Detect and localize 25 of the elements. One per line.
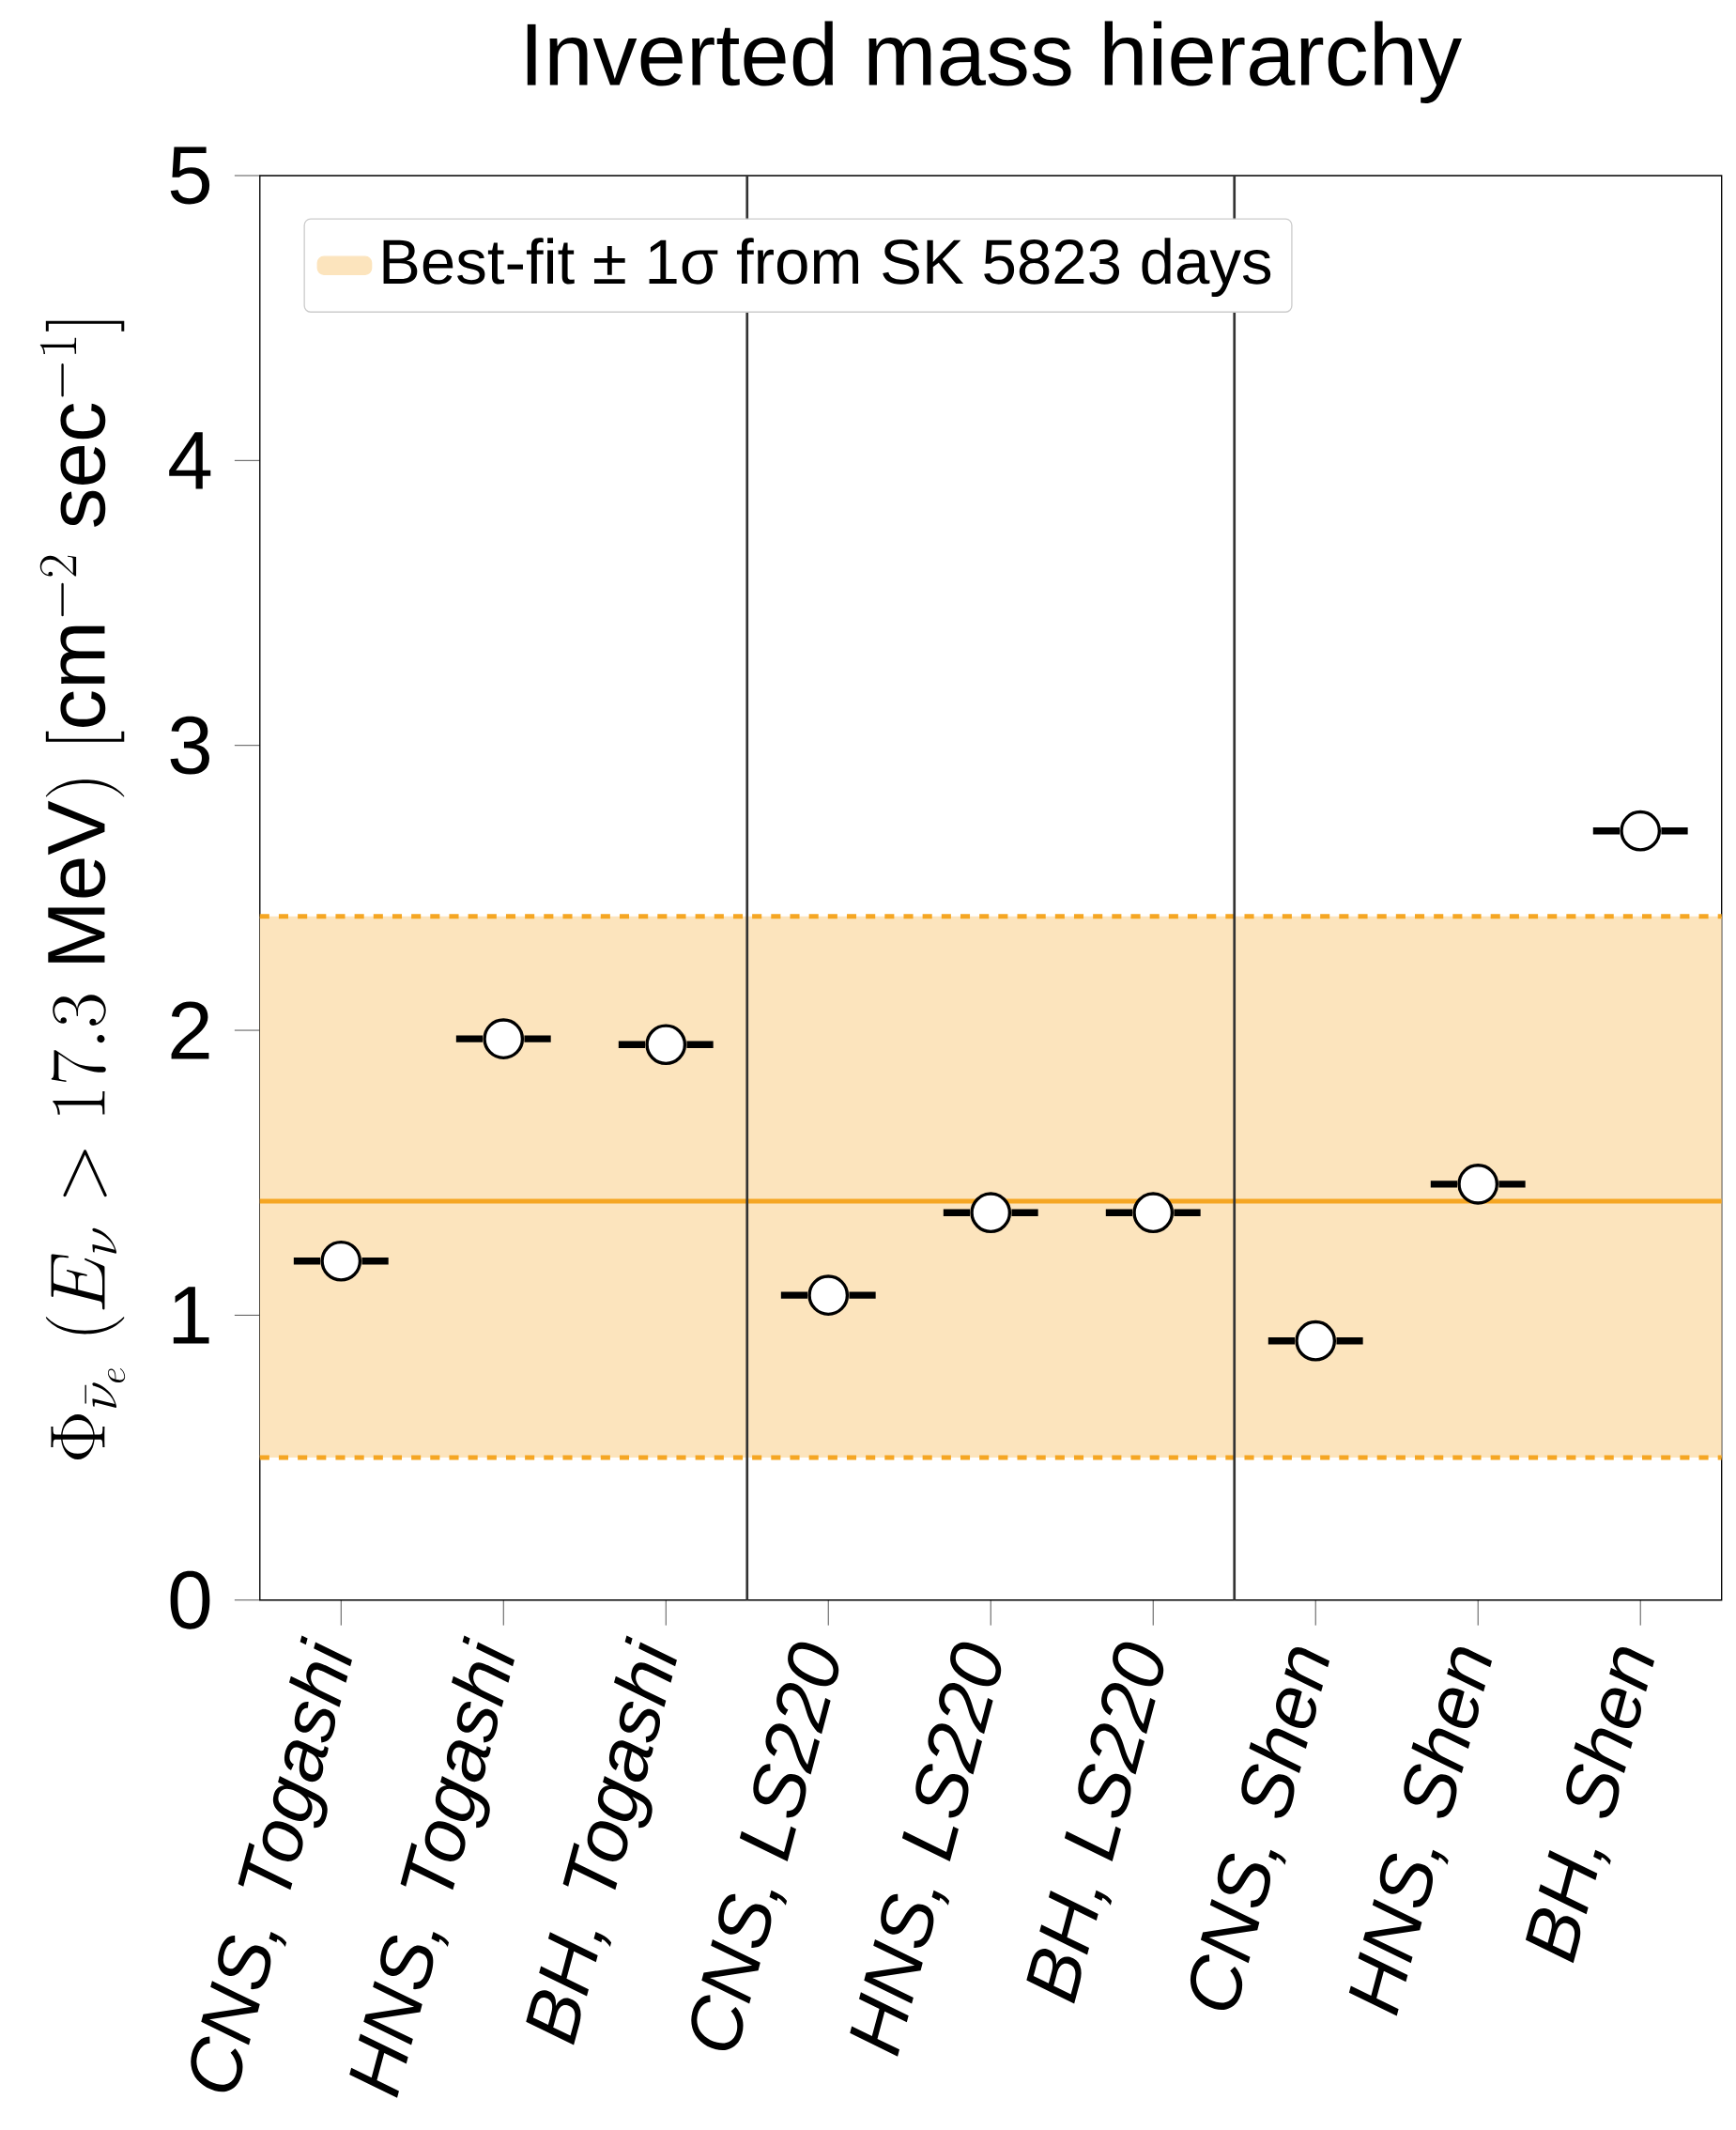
- x-tick-label: HNS, LS220: [850, 1642, 1002, 2057]
- y-tick-label: 2: [171, 1001, 209, 1059]
- y-tick-label: 1: [174, 1287, 209, 1344]
- y-axis-title: $\Phi_{\bar{\nu}_e}\ (E_\nu > 17.3\ \mathrm{MeV})\ [\mathrm{cm}^{-2}\ \mathrm{sec}^{-1}]$: [39, 320, 126, 1459]
- point: [645, 1024, 687, 1066]
- y-tick-label: 0: [170, 1570, 210, 1629]
- y-tick-label: 5: [170, 147, 210, 205]
- chart-title: Inverted mass hierarchy: [527, 21, 1463, 104]
- point: [320, 1240, 362, 1282]
- point: [1132, 1192, 1175, 1234]
- point: [1620, 810, 1662, 852]
- x-tick-label: CNS, Shen: [1191, 1646, 1330, 2010]
- y-tick-label: 4: [169, 432, 211, 489]
- x-tick-label: BH, Togashi: [526, 1635, 678, 2045]
- point: [1295, 1320, 1337, 1362]
- y-tick-label: 3: [170, 716, 210, 775]
- x-tick-label: CNS, LS220: [691, 1642, 839, 2051]
- point: [483, 1018, 525, 1059]
- x-tick-label: HNS, Shen: [1349, 1646, 1493, 2016]
- x-tick-label: BH, Shen: [1526, 1646, 1655, 1964]
- point: [1457, 1164, 1499, 1205]
- legend-label: Best-fit ± 1σ from SK 5823 days: [383, 238, 1271, 297]
- x-tick-label: BH, LS220: [1026, 1642, 1164, 2004]
- point: [807, 1274, 850, 1317]
- point: [970, 1192, 1012, 1234]
